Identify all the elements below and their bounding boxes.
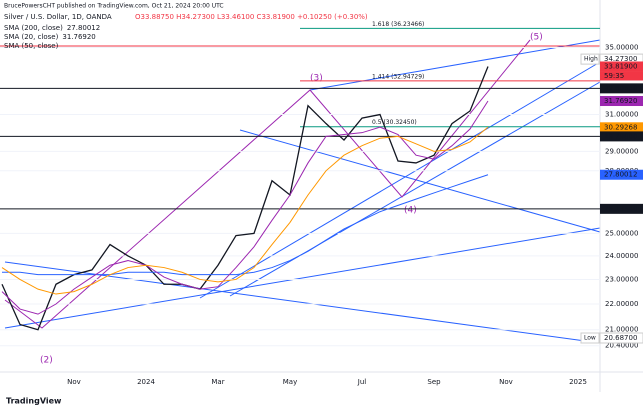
header: BrucePowersCHT published on TradingView.… [4, 3, 224, 10]
wave-label: (2) [40, 356, 53, 366]
price-line [1, 66, 489, 331]
price-tag [600, 61, 643, 72]
x-tick-label: Sep [427, 378, 441, 386]
x-tick-label: Mar [211, 378, 224, 386]
price-tag [600, 169, 643, 180]
price-tag-name-bg [580, 53, 600, 65]
ohlc: O33.88750 H34.27300 L33.46100 C33.81900 … [135, 13, 368, 21]
price-tag-label: 33.81900 [604, 62, 637, 70]
x-tick-label: Nov [67, 378, 81, 386]
price-tag [600, 131, 643, 142]
price-tag-label: 29.79800 [604, 132, 637, 140]
price-tag-label: 26.13540 [604, 205, 637, 213]
price-tag [600, 96, 643, 107]
chart-title: Silver / U.S. Dollar, 1D, OANDA [4, 13, 112, 21]
price-tag-name: High [584, 56, 598, 63]
legend-value: 27.80012 [67, 24, 100, 32]
y-tick-label: 21.00000 [605, 326, 638, 334]
y-tick-label: 29.00000 [605, 147, 638, 155]
legend-label: SMA (50, close) [4, 42, 59, 50]
legend-value: 31.76920 [62, 33, 95, 41]
sma-line [1, 126, 489, 295]
wave-label: (3) [310, 74, 323, 84]
price-tag-label: 30.29268 [604, 123, 637, 131]
price-tag-name: Low [584, 334, 596, 341]
price-tag [600, 203, 643, 214]
legend-label: SMA (200, close) [4, 24, 63, 32]
x-tick-label: 2024 [137, 378, 155, 386]
footer-logo: TradingView [6, 397, 62, 406]
x-tick-label: 2025 [569, 378, 587, 386]
price-tag-name-bg [580, 332, 600, 344]
y-tick-label: 31.00000 [605, 111, 638, 119]
y-tick-label: 25.00000 [605, 229, 638, 237]
countdown-bg [600, 71, 643, 81]
price-tag [600, 122, 643, 133]
price-tag [600, 83, 643, 94]
price-tag-label: 31.76920 [604, 97, 637, 105]
fib-label: 1.414 (32.94729) [372, 73, 424, 80]
legend-label: SMA (20, close) [4, 33, 59, 41]
price-tag [599, 332, 643, 344]
x-tick-label: Nov [499, 378, 513, 386]
y-tick-label: 24.00000 [605, 252, 638, 260]
y-tick-label: 22.00000 [605, 300, 638, 308]
price-tag-label: 32.50540 [604, 84, 637, 92]
fib-label: 1.618 (36.23466) [372, 21, 424, 28]
wave-label: (5) [530, 33, 543, 43]
x-tick-label: May [283, 378, 297, 386]
x-tick-label: Jul [357, 378, 367, 386]
countdown: 59:35 [604, 72, 624, 80]
price-tag-label: 20.68700 [604, 334, 637, 342]
price-tag-label: 34.27300 [604, 55, 637, 63]
fib-label: 0.5 (30.32450) [372, 119, 417, 126]
sma-line [1, 100, 489, 315]
y-tick-label: 20.40000 [605, 342, 638, 350]
wave-label: (4) [404, 206, 417, 216]
y-tick-label: 23.00000 [605, 275, 638, 283]
y-tick-label: 35.00000 [605, 44, 638, 52]
price-tag-label: 27.80012 [604, 171, 637, 179]
